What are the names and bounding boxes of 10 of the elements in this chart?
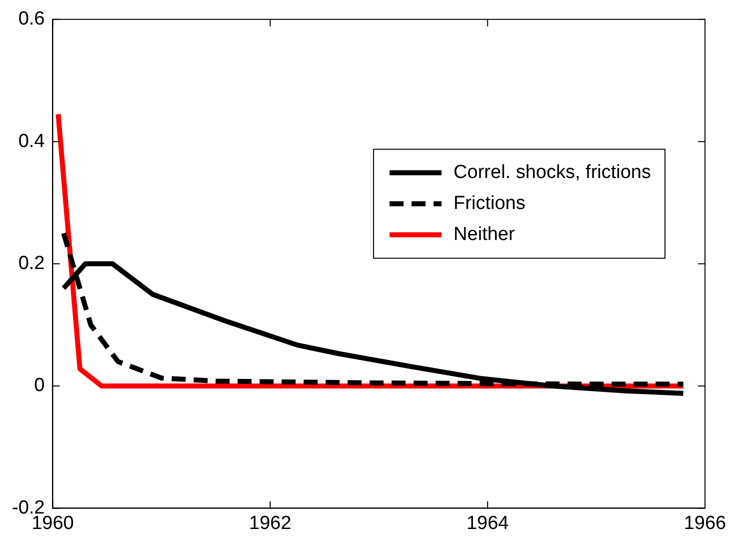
legend-label: Neither <box>454 224 516 246</box>
x-tick-label: 1964 <box>466 512 510 534</box>
legend-label: Correl. shocks, frictions <box>454 162 652 184</box>
x-tick-label: 1962 <box>249 512 292 534</box>
y-tick-label: 0.4 <box>18 130 46 152</box>
legend-label: Frictions <box>454 193 526 214</box>
y-tick-label: 0.2 <box>18 253 45 274</box>
y-tick-label: 0.6 <box>18 8 45 30</box>
y-tick-label: 0 <box>34 375 45 396</box>
x-tick-label: 1966 <box>684 512 726 534</box>
